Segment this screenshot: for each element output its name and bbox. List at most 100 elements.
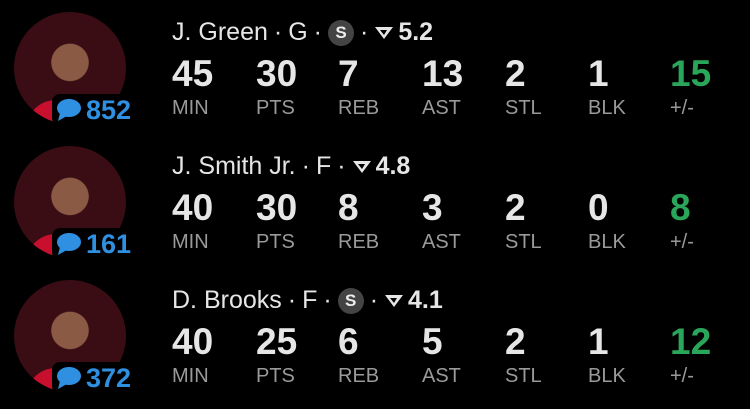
separator: · <box>273 18 283 46</box>
stat-label: BLK <box>588 365 626 387</box>
stat-value: 2 <box>505 321 526 362</box>
player-position: F <box>302 286 318 314</box>
comments-count: 161 <box>86 228 132 259</box>
stat-label: REB <box>338 365 380 387</box>
player-row[interactable]: 372 D. Brooks · F · S · 4.1 40 MIN 25 PTS… <box>0 268 750 404</box>
stat-label: STL <box>505 97 542 119</box>
stat-reb: 8 REB <box>338 188 379 254</box>
stat-value: 40 <box>172 321 214 362</box>
rating-icon <box>352 160 371 173</box>
stat-ast: 13 AST <box>422 54 463 120</box>
stat-value: 30 <box>256 187 298 228</box>
stat-label: BLK <box>588 97 626 119</box>
stat-plus-minus: 12 +/- <box>670 322 711 388</box>
stat-value: 7 <box>338 53 359 94</box>
stat-label: STL <box>505 231 542 253</box>
stat-value: 0 <box>588 187 609 228</box>
stat-value: 3 <box>422 187 443 228</box>
stat-label: AST <box>422 231 461 253</box>
rating-icon <box>385 294 404 307</box>
player-name-line[interactable]: J. Green · G · S · 5.2 <box>172 18 433 47</box>
stat-value: 45 <box>172 53 214 94</box>
stat-label: +/- <box>670 97 694 119</box>
stat-min: 40 MIN <box>172 322 213 388</box>
comment-bubble-icon <box>57 367 81 389</box>
stat-label: AST <box>422 97 461 119</box>
stat-pts: 25 PTS <box>256 322 297 388</box>
separator: · <box>301 152 310 180</box>
comments-badge[interactable]: 161 <box>52 228 136 260</box>
player-row[interactable]: 161 J. Smith Jr. · F · 4.8 40 MIN 30 PTS… <box>0 134 750 270</box>
stat-value: 40 <box>172 187 214 228</box>
stat-value: 25 <box>256 321 298 362</box>
player-name: D. Brooks <box>172 286 282 314</box>
stat-label: REB <box>338 231 380 253</box>
stat-stl: 2 STL <box>505 322 542 388</box>
stat-pts: 30 PTS <box>256 54 297 120</box>
stat-blk: 1 BLK <box>588 322 626 388</box>
stat-value: 12 <box>670 321 712 362</box>
stat-label: BLK <box>588 231 626 253</box>
stat-value: 2 <box>505 187 526 228</box>
player-position: G <box>288 18 308 46</box>
comments-count: 372 <box>86 362 132 393</box>
rating-value: 4.8 <box>375 152 411 180</box>
stat-min: 40 MIN <box>172 188 213 254</box>
starter-badge: S <box>337 287 364 314</box>
stat-plus-minus: 15 +/- <box>670 54 711 120</box>
separator: · <box>313 18 322 46</box>
stat-value: 15 <box>670 53 712 94</box>
stat-min: 45 MIN <box>172 54 213 120</box>
comments-badge[interactable]: 372 <box>52 362 136 394</box>
stat-value: 8 <box>670 187 691 228</box>
rating-icon <box>375 26 394 39</box>
starter-badge: S <box>327 19 354 46</box>
stat-stl: 2 STL <box>505 54 542 120</box>
stat-blk: 1 BLK <box>588 54 626 120</box>
separator: · <box>359 18 369 46</box>
stat-label: AST <box>422 365 461 387</box>
stat-value: 6 <box>338 321 359 362</box>
rating-value: 5.2 <box>398 18 434 46</box>
stat-value: 2 <box>505 53 526 94</box>
player-position: F <box>315 152 332 180</box>
player-name: J. Smith Jr. <box>172 152 296 180</box>
stat-value: 1 <box>588 321 609 362</box>
comments-badge[interactable]: 852 <box>52 94 136 126</box>
stat-value: 13 <box>422 53 464 94</box>
separator: · <box>287 286 297 314</box>
player-row[interactable]: 852 J. Green · G · S · 5.2 45 MIN 30 PTS … <box>0 0 750 136</box>
stat-pts: 30 PTS <box>256 188 297 254</box>
stat-ast: 5 AST <box>422 322 461 388</box>
rating-value: 4.1 <box>408 286 443 314</box>
player-name-line[interactable]: D. Brooks · F · S · 4.1 <box>172 286 443 315</box>
stat-label: MIN <box>172 365 209 387</box>
stat-label: +/- <box>670 365 694 387</box>
comment-bubble-icon <box>57 233 81 255</box>
player-name-line[interactable]: J. Smith Jr. · F · 4.8 <box>172 152 410 181</box>
stat-label: +/- <box>670 231 694 253</box>
stat-value: 1 <box>588 53 609 94</box>
comments-count: 852 <box>86 94 132 125</box>
stat-reb: 6 REB <box>338 322 379 388</box>
stat-value: 8 <box>338 187 359 228</box>
stat-label: MIN <box>172 97 209 119</box>
stat-label: STL <box>505 365 542 387</box>
stat-label: MIN <box>172 231 209 253</box>
separator: · <box>369 286 379 314</box>
separator: · <box>323 286 332 314</box>
stat-label: PTS <box>256 365 295 387</box>
player-rating: 5.2 <box>374 18 433 47</box>
comment-bubble-icon <box>57 99 81 121</box>
stat-reb: 7 REB <box>338 54 379 120</box>
stat-value: 30 <box>256 53 298 94</box>
stat-label: PTS <box>256 231 295 253</box>
separator: · <box>337 152 346 180</box>
player-rating: 4.8 <box>352 152 411 181</box>
stat-label: PTS <box>256 97 295 119</box>
stat-label: REB <box>338 97 380 119</box>
stat-ast: 3 AST <box>422 188 461 254</box>
player-rating: 4.1 <box>384 286 443 315</box>
stat-value: 5 <box>422 321 443 362</box>
stat-blk: 0 BLK <box>588 188 626 254</box>
